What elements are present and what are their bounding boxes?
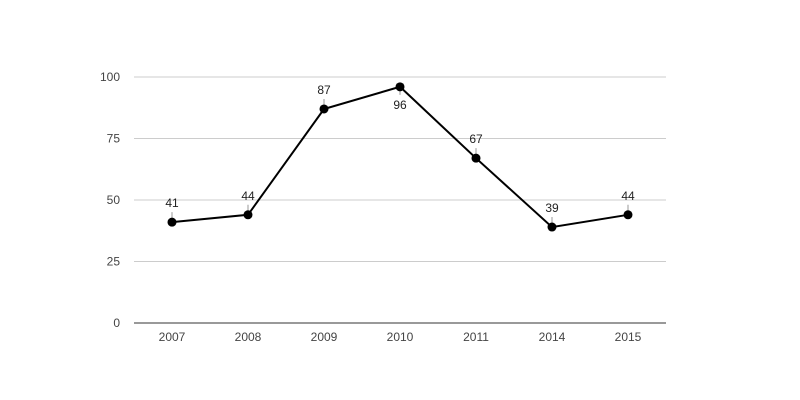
data-label: 44 bbox=[621, 189, 635, 203]
x-tick-label: 2014 bbox=[539, 330, 566, 344]
data-label: 87 bbox=[317, 83, 331, 97]
data-label-leaders bbox=[171, 90, 629, 224]
data-label: 41 bbox=[165, 196, 179, 210]
y-axis-ticks: 0 25 50 75 100 bbox=[100, 70, 120, 330]
y-tick-label: 0 bbox=[113, 316, 120, 330]
y-tick-label: 25 bbox=[107, 255, 121, 269]
data-label: 67 bbox=[469, 132, 483, 146]
data-label: 96 bbox=[393, 98, 407, 112]
data-labels: 41 44 87 96 67 39 44 bbox=[165, 83, 635, 215]
x-tick-label: 2015 bbox=[615, 330, 642, 344]
x-tick-label: 2009 bbox=[311, 330, 338, 344]
gridlines bbox=[134, 76, 666, 262]
data-point bbox=[319, 104, 329, 114]
y-tick-label: 100 bbox=[100, 70, 120, 84]
data-point bbox=[471, 153, 481, 163]
x-tick-label: 2007 bbox=[159, 330, 186, 344]
x-axis-ticks: 2007 2008 2009 2010 2011 2014 2015 bbox=[159, 330, 642, 344]
x-tick-label: 2008 bbox=[235, 330, 262, 344]
data-point bbox=[395, 82, 405, 92]
data-point bbox=[623, 210, 633, 220]
data-point bbox=[547, 222, 557, 232]
x-tick-label: 2010 bbox=[387, 330, 414, 344]
x-tick-label: 2011 bbox=[463, 330, 489, 344]
data-point bbox=[167, 217, 177, 227]
data-label: 44 bbox=[241, 189, 255, 203]
data-point bbox=[243, 210, 253, 220]
data-points bbox=[167, 82, 633, 232]
y-tick-label: 75 bbox=[107, 132, 121, 146]
y-tick-label: 50 bbox=[107, 193, 121, 207]
data-label: 39 bbox=[545, 201, 559, 215]
